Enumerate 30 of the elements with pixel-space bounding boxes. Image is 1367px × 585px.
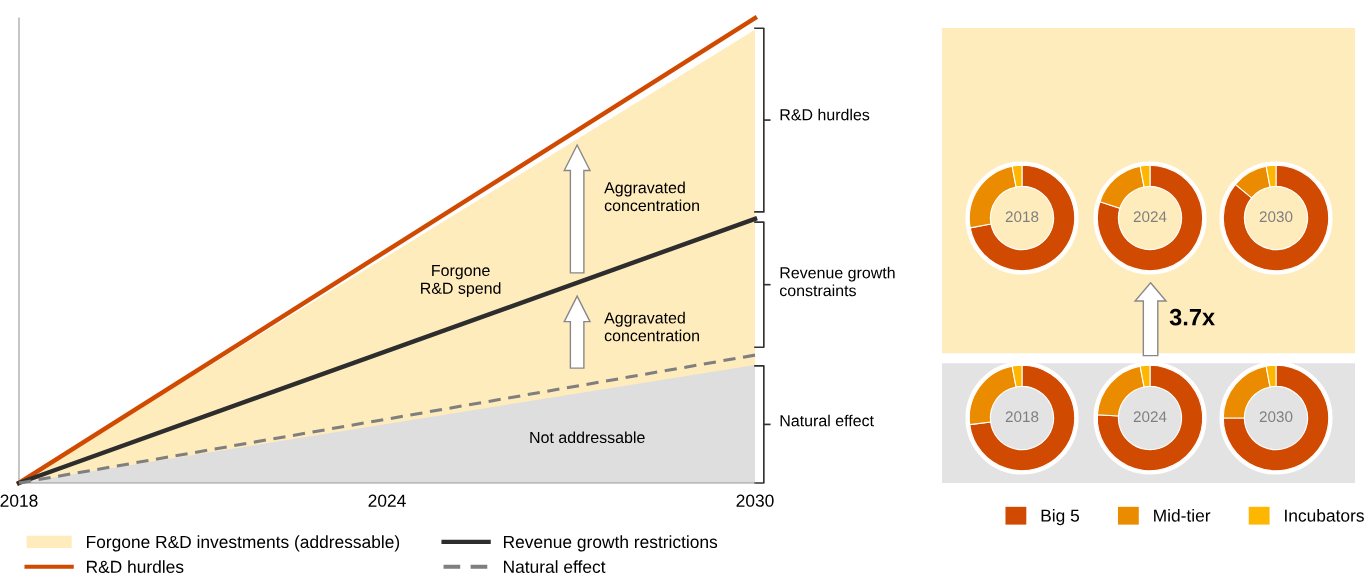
x-tick-label: 2024	[368, 494, 406, 507]
text: 2024	[1133, 411, 1167, 423]
text: 2024	[1133, 211, 1167, 223]
legend-label: Forgone R&D investments (addressable)	[87, 535, 400, 552]
text: 3.7x	[1169, 308, 1215, 326]
text: 2030	[1259, 211, 1293, 223]
donut-slice	[1096, 164, 1204, 272]
annotation: Aggravated concentration	[604, 311, 699, 342]
text: R&D hurdles	[780, 108, 870, 121]
text: 2018	[1005, 211, 1039, 223]
donut-slice	[1222, 164, 1330, 272]
legend-label: Incubators	[1285, 509, 1364, 522]
legend-label: Revenue growth restrictions	[503, 535, 718, 552]
annotation: Not addressable	[530, 431, 645, 444]
x-tick-label: 2018	[0, 494, 38, 507]
donut-slice	[969, 164, 1076, 272]
x-tick-label: 2030	[736, 494, 774, 507]
donut-slice	[1222, 364, 1330, 472]
legend-label: Big 5	[1041, 509, 1080, 526]
text: 2018	[1005, 411, 1039, 423]
legend-label: Natural effect	[503, 560, 606, 573]
text: 2030	[1259, 411, 1293, 423]
text: Natural effect	[780, 414, 874, 427]
legend-label: Mid-tier	[1154, 509, 1211, 522]
donut-slice	[969, 364, 1076, 472]
text: Revenue growth constraints	[779, 266, 895, 297]
legend-label: R&D hurdles	[87, 560, 184, 573]
annotation: Forgone R&D spend	[421, 264, 501, 298]
donut-slice	[1096, 364, 1204, 472]
annotation: Aggravated concentration	[604, 181, 699, 212]
